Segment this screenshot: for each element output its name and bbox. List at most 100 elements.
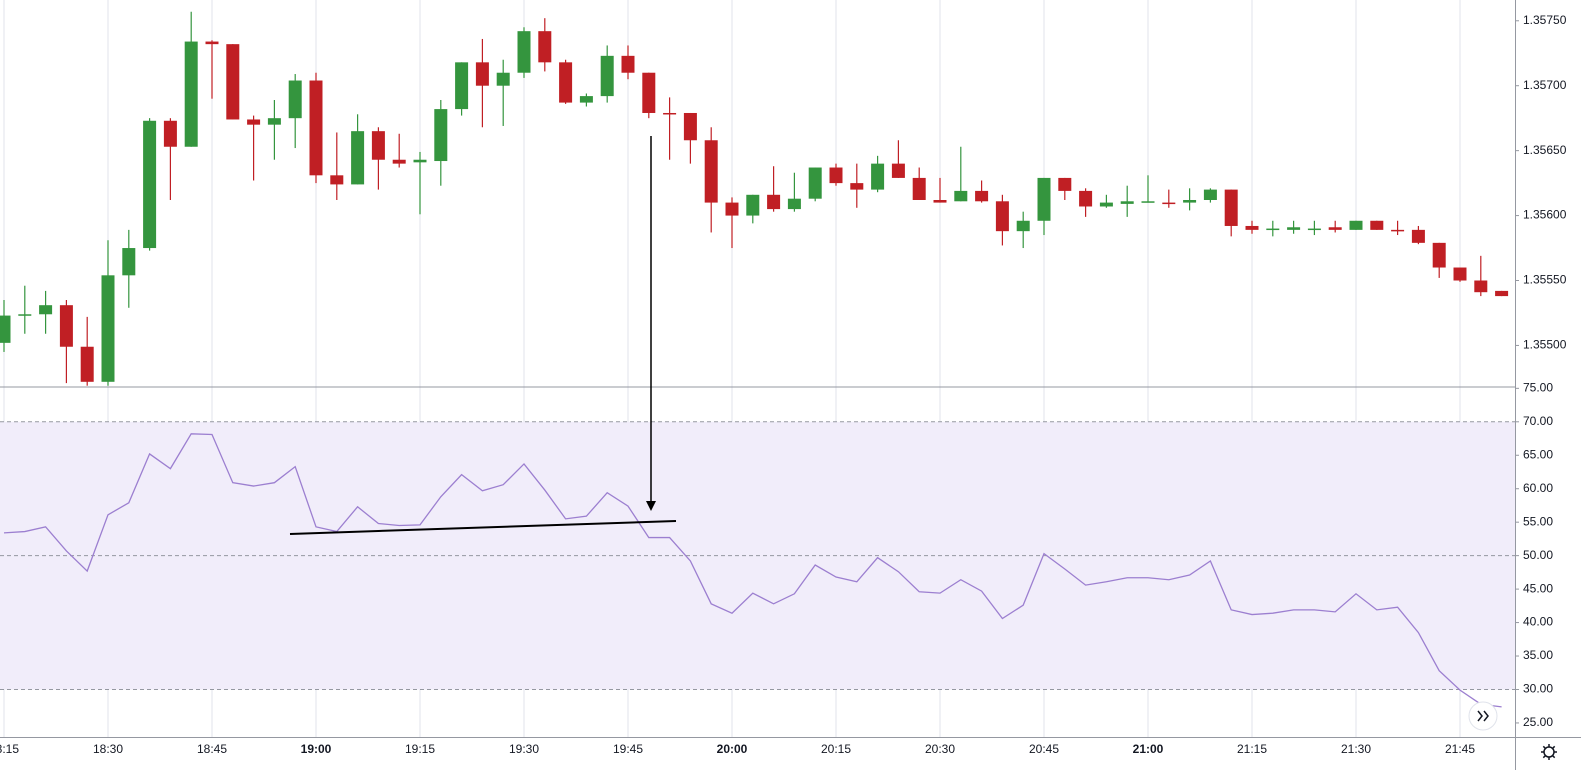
y-tick-label: 45.00 — [1523, 581, 1553, 595]
candle-body — [1391, 229, 1405, 232]
candle-body — [912, 177, 926, 200]
y-tick-label: 1.35500 — [1523, 338, 1567, 352]
candle-body — [683, 112, 697, 141]
candle-body — [871, 163, 885, 190]
candle-body — [600, 55, 614, 97]
candle-body — [663, 112, 677, 115]
rsi-line — [3, 433, 1502, 708]
candle-body — [101, 275, 115, 382]
candle-body — [1183, 199, 1197, 203]
candle-body — [1079, 190, 1093, 207]
candle-body — [1474, 280, 1488, 293]
candle-body — [434, 109, 448, 162]
candle-body — [746, 194, 760, 216]
scroll-button[interactable] — [1468, 701, 1498, 731]
y-tick-label: 1.35700 — [1523, 78, 1567, 92]
candle-body — [954, 190, 968, 202]
candle-body — [163, 120, 177, 147]
candle-body — [455, 62, 469, 110]
x-tick-label: 21:30 — [1341, 742, 1371, 756]
axes: 18:15 18:30 18:45 19:00 19:15 19:30 19:45 20:00… — [0, 13, 1567, 756]
settings-button[interactable] — [1541, 744, 1557, 760]
x-tick-label: 20:30 — [925, 742, 955, 756]
y-tick-label: 25.00 — [1523, 715, 1553, 729]
x-tick-label: 20:45 — [1029, 742, 1059, 756]
y-tick-label: 30.00 — [1523, 682, 1553, 696]
candle-body — [1370, 220, 1384, 230]
candle-body — [143, 120, 157, 249]
candle-body — [1411, 229, 1425, 243]
chevron-icon — [1477, 710, 1489, 722]
candle-body — [1432, 242, 1446, 268]
candle-body — [1287, 227, 1301, 230]
candle-body — [247, 119, 261, 125]
y-tick-label: 60.00 — [1523, 481, 1553, 495]
candle-body — [517, 31, 531, 73]
y-tick-label: 65.00 — [1523, 447, 1553, 461]
x-tick-label: 19:15 — [405, 742, 435, 756]
y-tick-label: 70.00 — [1523, 414, 1553, 428]
y-tick-label: 1.35750 — [1523, 13, 1567, 27]
candle-body — [226, 44, 240, 120]
candle-body — [1495, 290, 1509, 297]
x-tick-label: 21:15 — [1237, 742, 1267, 756]
x-tick-label: 21:00 — [1133, 742, 1164, 756]
candle-body — [330, 175, 344, 185]
y-tick-label: 1.35550 — [1523, 273, 1567, 287]
candle-body — [18, 314, 32, 316]
x-tick-label: 18:15 — [0, 742, 19, 756]
candle-body — [891, 163, 905, 178]
candle-body — [808, 167, 822, 199]
x-tick-label: 20:00 — [717, 742, 748, 756]
candle-body — [787, 198, 801, 210]
y-tick-label: 1.35650 — [1523, 143, 1567, 157]
candle-body — [975, 190, 989, 202]
candle-body — [1328, 227, 1342, 230]
candle-body — [1307, 228, 1321, 231]
arrow-head — [646, 501, 656, 511]
candle-body — [39, 305, 53, 315]
x-tick-label: 19:30 — [509, 742, 539, 756]
candle-body — [184, 41, 198, 147]
candle-body — [122, 248, 136, 276]
candle-body — [1120, 201, 1134, 204]
candle-body — [704, 140, 718, 203]
candle-body — [1349, 220, 1363, 230]
x-tick-label: 20:15 — [821, 742, 851, 756]
x-tick-label: 19:45 — [613, 742, 643, 756]
candle-body — [413, 159, 427, 163]
candle-body — [1203, 189, 1217, 200]
y-tick-label: 1.35600 — [1523, 208, 1567, 222]
button-circle[interactable] — [1468, 701, 1498, 731]
y-tick-label: 50.00 — [1523, 548, 1553, 562]
rsi-pane — [0, 421, 1515, 708]
candle-body — [579, 96, 593, 103]
candle-body — [309, 80, 323, 176]
trend-line — [289, 520, 677, 535]
candle-body — [80, 346, 94, 382]
candle-body — [496, 72, 510, 86]
candle-body — [0, 315, 11, 343]
x-tick-label: 18:45 — [197, 742, 227, 756]
candle-body — [371, 131, 385, 160]
candle-body — [1099, 202, 1113, 207]
candle-body — [1037, 177, 1051, 221]
candle-body — [850, 183, 864, 190]
candle-body — [205, 41, 219, 45]
candle-body — [1224, 189, 1238, 226]
candle-body — [829, 167, 843, 184]
gear-teeth — [1541, 744, 1557, 760]
candle-body — [559, 62, 573, 103]
drawings — [289, 136, 677, 535]
candle-body — [725, 202, 739, 216]
candle-body — [59, 305, 73, 347]
candle-body — [1058, 177, 1072, 191]
y-tick-label: 55.00 — [1523, 514, 1553, 528]
y-tick-label: 35.00 — [1523, 648, 1553, 662]
candle-body — [1245, 225, 1259, 230]
candle-body — [767, 194, 781, 210]
candle-body — [267, 118, 281, 125]
y-tick-label: 75.00 — [1523, 381, 1553, 395]
candle-body — [392, 159, 406, 164]
